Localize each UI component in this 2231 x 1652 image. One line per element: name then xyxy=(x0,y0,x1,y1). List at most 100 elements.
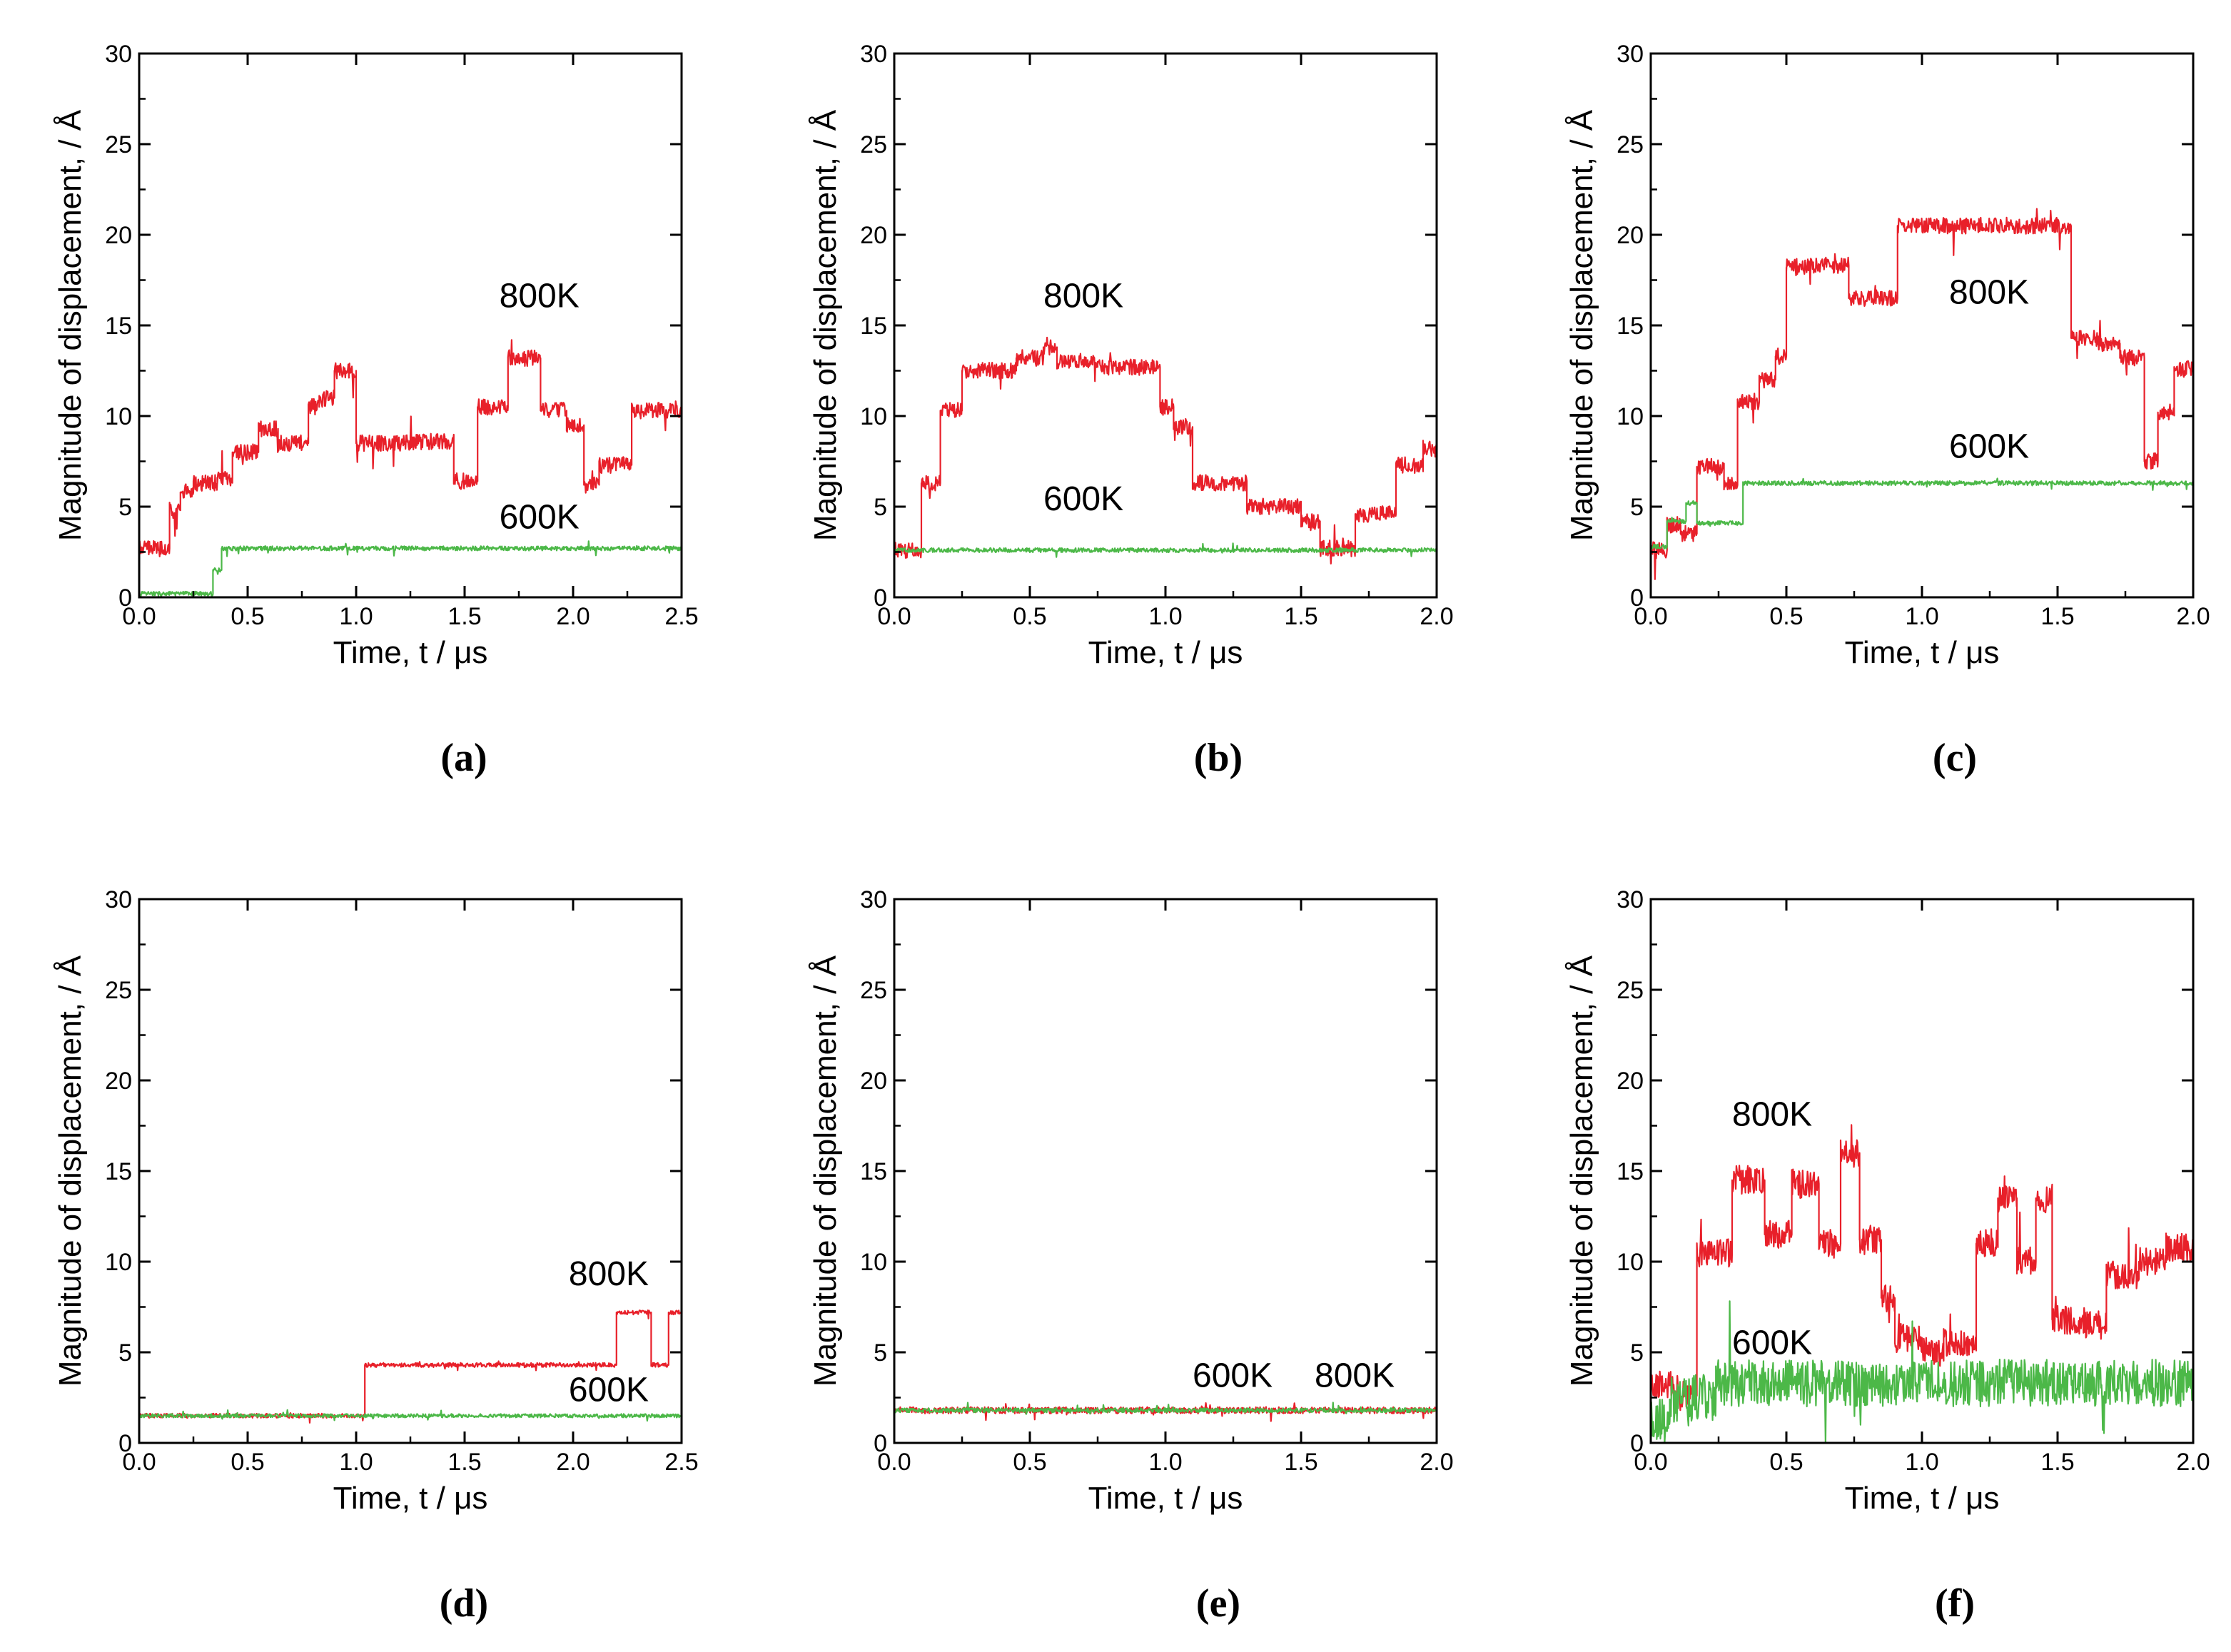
x-tick-label: 0.5 xyxy=(231,603,264,630)
series-annotation: 800K xyxy=(500,278,580,315)
y-axis-label: Magnitude of displacement, / Å xyxy=(1564,109,1599,541)
series-line-800K xyxy=(894,336,1437,564)
chart-panel-f: 0.0 0.5 1.0 1.5 2.0 0 5 10 15 20 25 30 Time, t / μs M… xyxy=(1564,886,2210,1626)
x-axis-label: Time, t / μs xyxy=(333,1481,488,1516)
y-tick-label: 30 xyxy=(105,886,132,913)
x-tick-label: 1.0 xyxy=(339,1449,373,1476)
y-tick-label: 0 xyxy=(1630,1430,1644,1457)
x-axis-label: Time, t / μs xyxy=(1845,1481,2000,1516)
series-line-800K xyxy=(1651,208,2193,580)
y-tick-label: 20 xyxy=(105,1068,132,1095)
y-tick-label: 10 xyxy=(1617,1249,1644,1276)
x-tick-label: 1.5 xyxy=(2040,603,2074,630)
y-tick-label: 20 xyxy=(1617,222,1644,249)
y-tick-label: 10 xyxy=(105,1249,132,1276)
panel-caption: (d) xyxy=(440,1581,488,1626)
y-tick-label: 10 xyxy=(1617,403,1644,430)
y-tick-label: 25 xyxy=(105,977,132,1004)
x-tick-label: 1.5 xyxy=(1284,1449,1317,1476)
chart-panel-d: 0.0 0.5 1.0 1.5 2.0 2.5 0 5 10 15 20 25 30 Time, t / … xyxy=(53,886,699,1626)
x-tick-label: 1.5 xyxy=(447,603,481,630)
y-tick-label: 25 xyxy=(860,977,887,1004)
series-annotation: 600K xyxy=(1949,427,2029,465)
x-axis-label: Time, t / μs xyxy=(333,635,488,670)
x-tick-label: 2.0 xyxy=(556,603,590,630)
y-tick-label: 25 xyxy=(1617,977,1644,1004)
series-annotation: 800K xyxy=(1043,278,1123,315)
y-tick-label: 30 xyxy=(860,886,887,913)
series-line-600K xyxy=(139,540,682,597)
x-tick-label: 2.5 xyxy=(664,603,698,630)
x-tick-label: 1.5 xyxy=(447,1449,481,1476)
chart-panel-c: 0.0 0.5 1.0 1.5 2.0 0 5 10 15 20 25 30 Time, t / μs M… xyxy=(1564,41,2210,780)
y-tick-label: 5 xyxy=(1630,1339,1644,1367)
x-tick-label: 2.0 xyxy=(1420,1449,1453,1476)
plot-frame xyxy=(138,52,683,599)
y-tick-label: 25 xyxy=(1617,131,1644,158)
x-tick-label: 1.0 xyxy=(339,603,373,630)
y-tick-label: 0 xyxy=(118,584,132,612)
x-tick-label: 0.5 xyxy=(1769,603,1803,630)
x-tick-label: 1.5 xyxy=(1284,603,1317,630)
y-tick-label: 10 xyxy=(105,403,132,430)
y-tick-label: 15 xyxy=(105,313,132,340)
y-tick-label: 30 xyxy=(860,41,887,68)
series-annotation: 600K xyxy=(1043,480,1123,518)
x-tick-label: 0.5 xyxy=(1013,1449,1046,1476)
y-tick-label: 30 xyxy=(1617,886,1644,913)
x-tick-label: 1.0 xyxy=(1148,1449,1182,1476)
x-tick-label: 0.0 xyxy=(877,1449,911,1476)
y-tick-label: 20 xyxy=(860,222,887,249)
series-annotation: 800K xyxy=(1949,274,2029,312)
y-axis-label: Magnitude of displacement, / Å xyxy=(53,109,88,541)
x-tick-label: 1.0 xyxy=(1148,603,1182,630)
x-tick-label: 2.0 xyxy=(2176,603,2210,630)
series-line-600K xyxy=(894,1402,1437,1415)
y-axis-label: Magnitude of displacement, / Å xyxy=(808,955,843,1387)
x-tick-label: 0.5 xyxy=(1013,603,1046,630)
y-tick-label: 5 xyxy=(1630,494,1644,521)
x-tick-label: 0.0 xyxy=(1634,1449,1667,1476)
y-tick-label: 0 xyxy=(1630,584,1644,612)
y-tick-label: 0 xyxy=(874,584,887,612)
panel-caption: (b) xyxy=(1194,736,1243,780)
x-tick-label: 2.0 xyxy=(2176,1449,2210,1476)
plot-frame xyxy=(1649,52,2195,599)
y-tick-label: 0 xyxy=(118,1430,132,1457)
x-tick-label: 1.0 xyxy=(1905,603,1938,630)
y-tick-label: 10 xyxy=(860,1249,887,1276)
x-axis-label: Time, t / μs xyxy=(1088,635,1243,670)
y-tick-label: 20 xyxy=(860,1068,887,1095)
x-axis-label: Time, t / μs xyxy=(1845,635,2000,670)
panel-caption: (e) xyxy=(1196,1581,1240,1626)
x-tick-label: 1.0 xyxy=(1905,1449,1938,1476)
y-tick-label: 25 xyxy=(105,131,132,158)
panel-caption: (c) xyxy=(1933,736,1977,780)
y-tick-label: 20 xyxy=(105,222,132,249)
y-tick-label: 30 xyxy=(105,41,132,68)
x-tick-label: 0.5 xyxy=(1769,1449,1803,1476)
series-annotation: 800K xyxy=(1732,1096,1812,1134)
series-line-600K xyxy=(1651,1300,2193,1443)
panel-caption: (f) xyxy=(1935,1581,1975,1626)
x-tick-label: 0.0 xyxy=(877,603,911,630)
plot-frame xyxy=(138,898,683,1444)
y-tick-label: 15 xyxy=(105,1158,132,1185)
chart-panel-e: 0.0 0.5 1.0 1.5 2.0 0 5 10 15 20 25 30 Time, t / μs M… xyxy=(808,886,1454,1626)
chart-panel-a: 0.0 0.5 1.0 1.5 2.0 2.5 0 5 10 15 20 25 30 Time, t / … xyxy=(53,41,699,780)
y-axis-label: Magnitude of displacement, / Å xyxy=(1564,955,1599,1387)
series-annotation: 600K xyxy=(569,1372,649,1409)
series-line-600K xyxy=(1651,477,2193,549)
y-tick-label: 5 xyxy=(118,1339,132,1367)
y-axis-label: Magnitude of displacement, / Å xyxy=(808,109,843,541)
y-tick-label: 5 xyxy=(874,1339,887,1367)
y-tick-label: 30 xyxy=(1617,41,1644,68)
y-tick-label: 5 xyxy=(118,494,132,521)
x-tick-label: 2.0 xyxy=(1420,603,1453,630)
y-tick-label: 0 xyxy=(874,1430,887,1457)
x-tick-label: 0.0 xyxy=(1634,603,1667,630)
series-line-800K xyxy=(1651,1124,2193,1412)
series-line-800K xyxy=(139,339,682,557)
x-axis-label: Time, t / μs xyxy=(1088,1481,1243,1516)
